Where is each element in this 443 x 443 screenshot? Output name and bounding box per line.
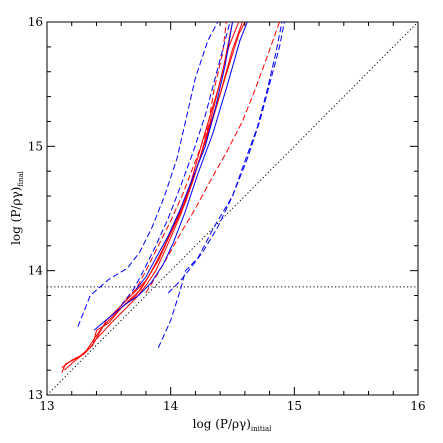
y-axis-label-main: log (P/ργ) xyxy=(9,187,23,245)
series-line-blue-dashed xyxy=(77,22,219,327)
y-tick-label: 16 xyxy=(28,15,43,29)
x-tick-label: 15 xyxy=(287,399,302,413)
y-tick-label: 14 xyxy=(28,264,44,278)
y-tick-label: 13 xyxy=(28,388,43,402)
y-axis-label: log (P/ργ)final xyxy=(9,170,25,245)
series-line-blue-dashed xyxy=(167,22,283,294)
y-tick-label: 15 xyxy=(28,139,43,153)
series-line-red-dashed xyxy=(114,22,227,315)
x-tick-label: 13 xyxy=(39,399,54,413)
x-axis-label-sub: initial xyxy=(251,425,272,433)
y-axis-label-sub: final xyxy=(17,170,25,186)
x-tick-label: 16 xyxy=(410,399,425,413)
x-axis-label-main: log (P/ργ) xyxy=(193,417,251,431)
x-axis-label: log (P/ργ)initial xyxy=(193,417,272,433)
series-line-red-dashed xyxy=(145,22,280,294)
series-line-blue-solid xyxy=(93,22,248,331)
series-line-blue-dashed xyxy=(157,22,285,349)
series-line-blue-solid xyxy=(135,22,233,290)
series-line-red-solid xyxy=(96,22,243,340)
reference-line-diagonal xyxy=(46,21,419,396)
x-tick-label: 14 xyxy=(163,399,179,413)
